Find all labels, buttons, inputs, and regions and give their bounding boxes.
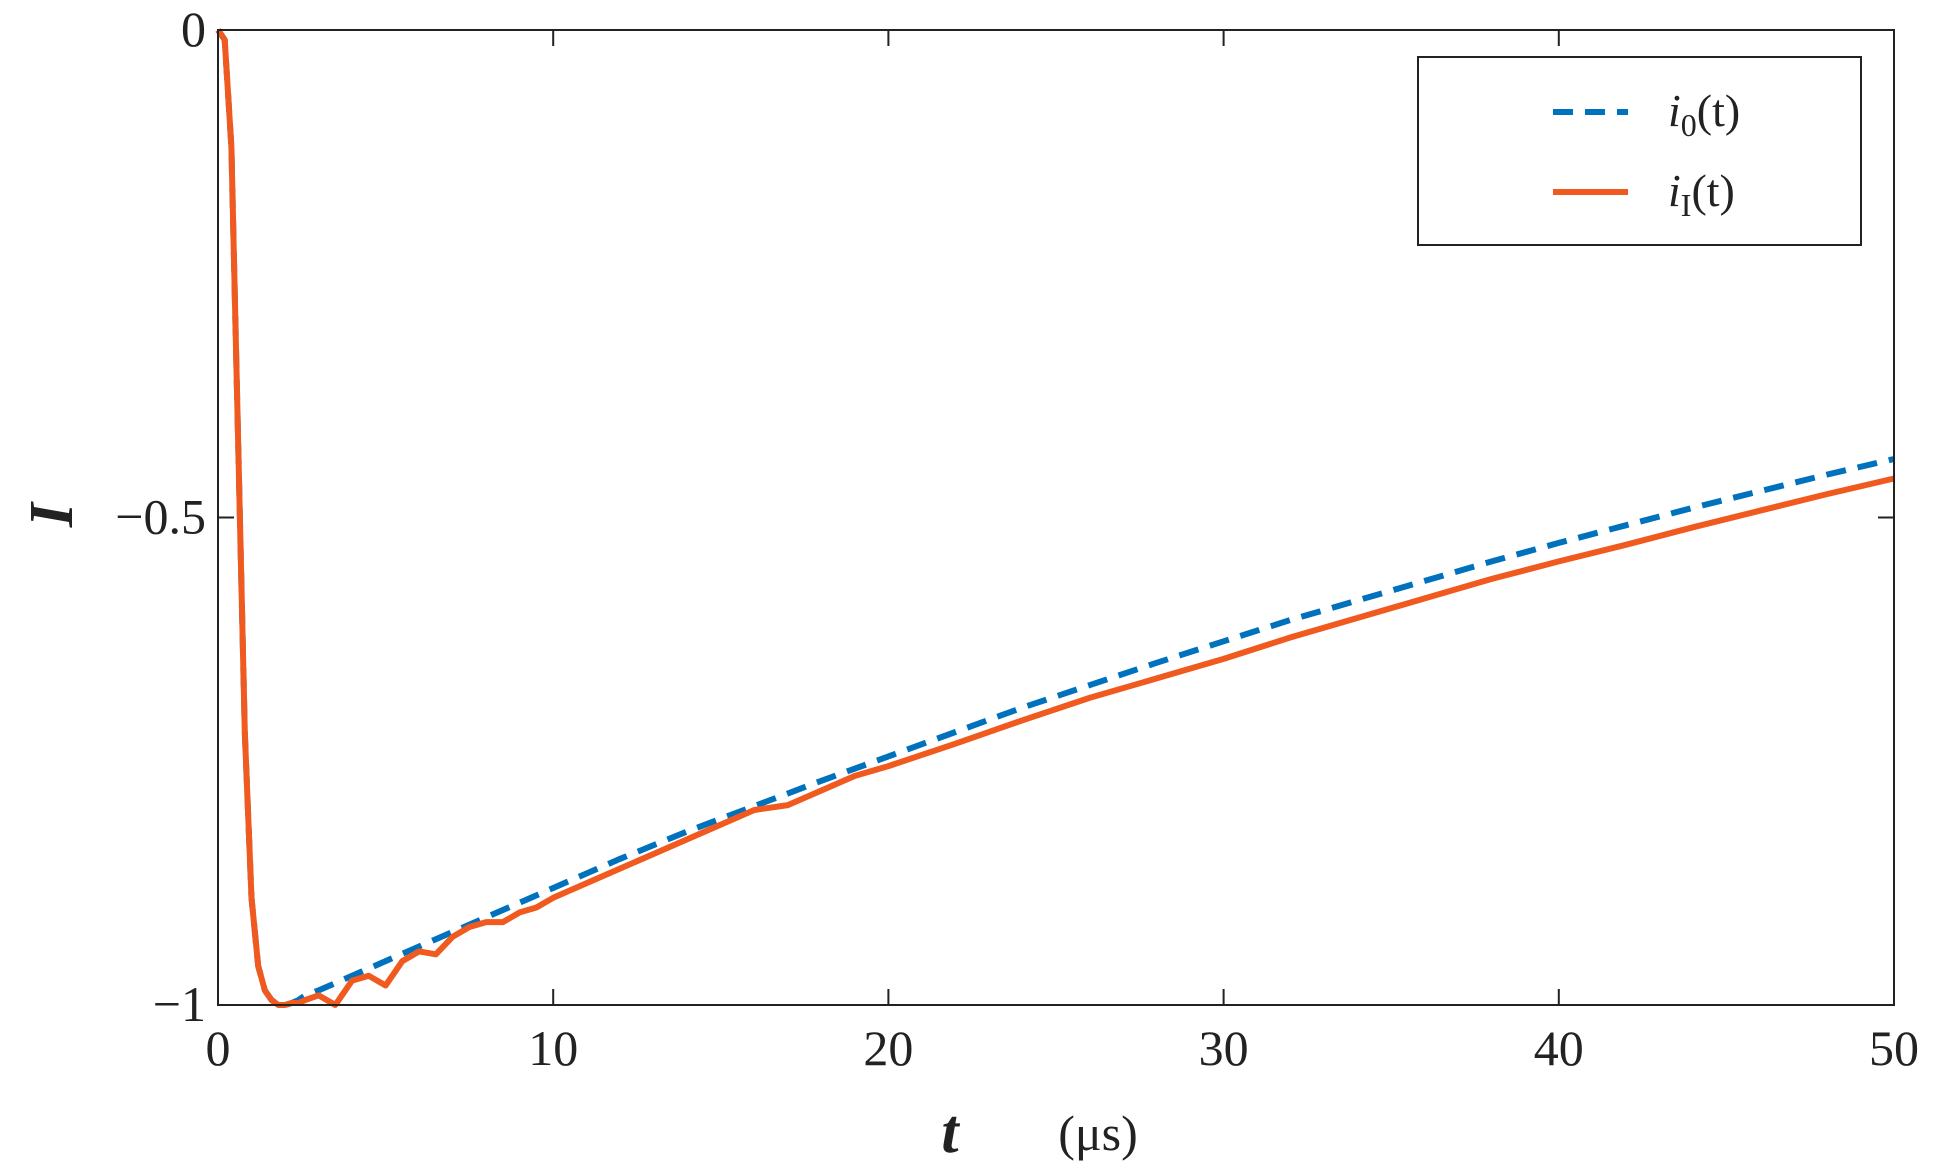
x-tick-label: 0 [206, 1020, 231, 1076]
x-axis-ticks: 0 10 20 30 40 50 [206, 30, 1919, 1076]
legend: i0(t) iI(t) [1417, 56, 1862, 246]
legend-label-0: i0(t) [1668, 85, 1740, 143]
x-axis-unit-label: (μs) [1058, 1105, 1138, 1161]
y-tick-label: −1 [153, 976, 206, 1032]
x-tick-label: 40 [1534, 1020, 1584, 1076]
y-tick-label: −0.5 [115, 489, 206, 545]
series-line-0 [215, 28, 1895, 1008]
y-axis-label: I [18, 501, 86, 528]
x-tick-label: 30 [1199, 1020, 1249, 1076]
x-tick-label: 10 [528, 1020, 578, 1076]
legend-label-1: iI(t) [1668, 165, 1735, 223]
y-tick-label: 0 [181, 1, 206, 57]
legend-items: i0(t) iI(t) [1553, 85, 1740, 223]
x-tick-label: 50 [1869, 1020, 1919, 1076]
x-tick-label: 20 [863, 1020, 913, 1076]
x-axis-label: t [941, 1098, 960, 1166]
legend-box [1417, 56, 1862, 246]
y-axis-ticks: 0 −0.5 −1 [115, 1, 1894, 1032]
